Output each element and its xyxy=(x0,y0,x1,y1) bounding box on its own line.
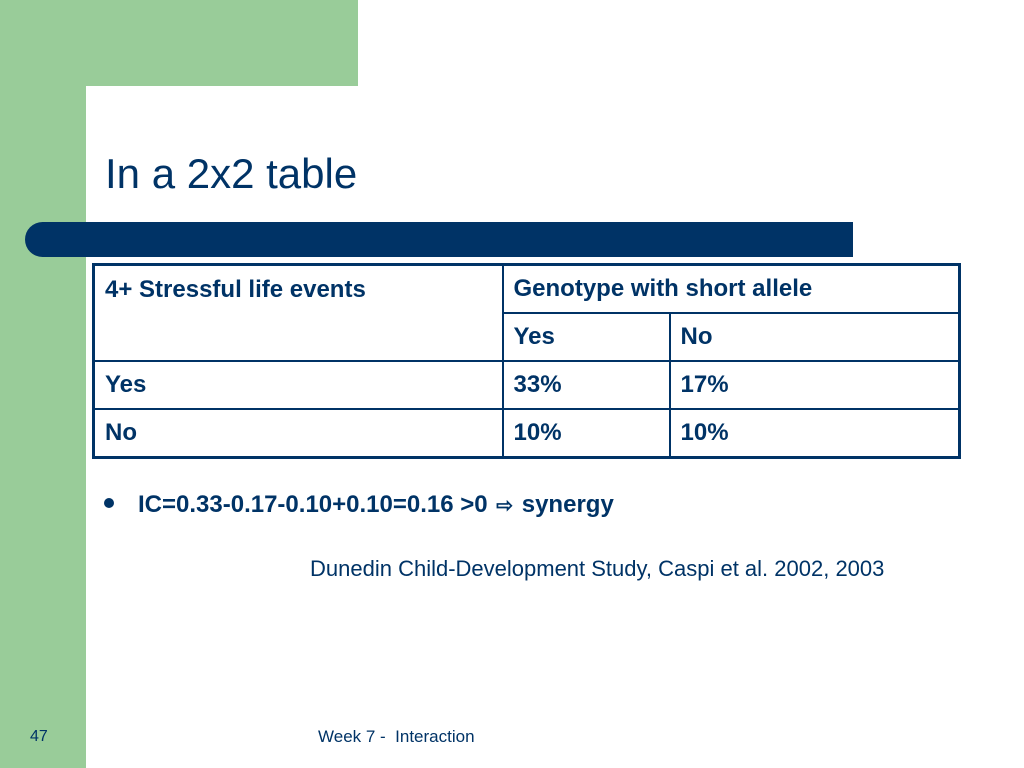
column-header-yes: Yes xyxy=(501,312,671,362)
table-subheader-row: Yes No xyxy=(94,312,961,362)
slide-title: In a 2x2 table xyxy=(105,150,358,197)
table-group-header: Genotype with short allele xyxy=(501,263,961,314)
contingency-table: 4+ Stressful life events Genotype with s… xyxy=(92,263,962,459)
table-row: No 10% 10% xyxy=(92,408,961,459)
content-area-corner xyxy=(86,86,206,206)
bullet-item: IC=0.33-0.17-0.10+0.10=0.16 >0 ⇨ synergy xyxy=(104,491,614,519)
column-header-no: No xyxy=(668,312,961,362)
table-cell: 10% xyxy=(501,408,671,459)
table-cell: 33% xyxy=(501,360,671,410)
footer-text: Week 7 - Interaction xyxy=(318,727,475,746)
table-header-row: 4+ Stressful life events Genotype with s… xyxy=(92,263,961,362)
table-corner-header: 4+ Stressful life events xyxy=(92,263,504,362)
top-accent-band xyxy=(0,0,358,86)
table-cell: 17% xyxy=(668,360,961,410)
row-label: No xyxy=(92,408,504,459)
left-accent-band xyxy=(0,0,86,768)
page-number: 47 xyxy=(30,728,48,745)
bullet-formula: IC=0.33-0.17-0.10+0.10=0.16 >0 xyxy=(138,491,488,518)
table-cell: 10% xyxy=(668,408,961,459)
bullet-dot-icon xyxy=(104,497,114,508)
row-label: Yes xyxy=(92,360,504,410)
table-row: Yes 33% 17% xyxy=(92,360,961,410)
hollow-right-arrow-icon: ⇨ xyxy=(496,495,514,517)
title-underline-bar xyxy=(25,222,853,257)
citation: Dunedin Child-Development Study, Caspi e… xyxy=(310,556,885,581)
bullet-conclusion: synergy xyxy=(521,491,614,518)
